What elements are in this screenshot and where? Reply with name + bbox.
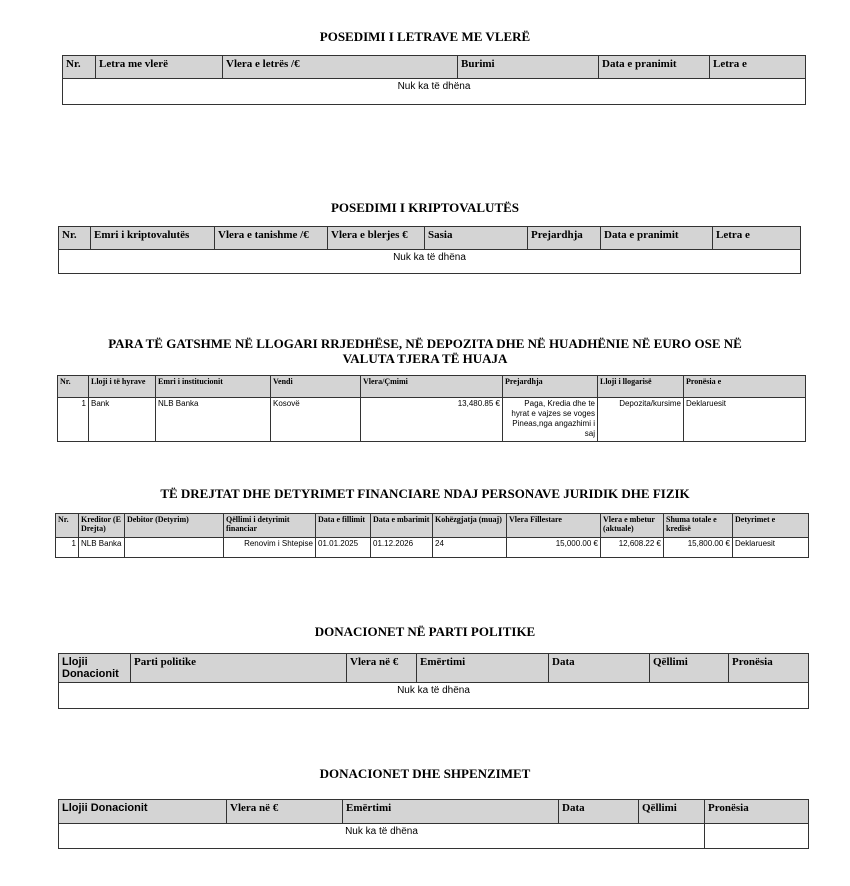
col-header: Nr. [55, 513, 79, 538]
party-donations-table: Llojii Donacionit Parti politike Vlera në … [58, 653, 809, 709]
cell: Depozita/kursime [597, 397, 684, 442]
cell [704, 823, 809, 849]
cash-table: Nr. Lloji i të hyrave Emri i institucionit… [57, 375, 806, 442]
col-header: Qëllimi [638, 799, 705, 824]
col-header: Emri i institucionit [155, 375, 271, 398]
donations-expenses-table: Llojii Donacionit Vlera në € Emërtimi Data Q… [58, 799, 809, 849]
cell [124, 537, 224, 558]
col-header: Data e fillimit [315, 513, 371, 538]
col-header: Letra e [709, 55, 806, 79]
table-row: 1 Bank NLB Banka Kosovë 13,480.85 € Paga, Kre… [57, 397, 806, 442]
col-header: Letra me vlerë [95, 55, 223, 79]
empty-message: Nuk ka të dhëna [58, 823, 705, 849]
col-header: Pronësia e [683, 375, 806, 398]
col-header: Vlera/Çmimi [360, 375, 503, 398]
cell: 12,608.22 € [600, 537, 664, 558]
col-header: Kreditor (E Drejta) [78, 513, 125, 538]
col-header: Debitor (Detyrim) [124, 513, 224, 538]
cell: Bank [88, 397, 156, 442]
cell: Kosovë [270, 397, 361, 442]
col-header: Vlera e blerjes € [327, 226, 425, 250]
col-header: Qëllimi i detyrimit financiar [223, 513, 316, 538]
col-header: Data e pranimit [600, 226, 713, 250]
cell: 01.01.2025 [315, 537, 371, 558]
title-line: PARA TË GATSHME NË LLOGARI RRJEDHËSE, NË… [108, 336, 742, 351]
cell: Deklaruesit [683, 397, 806, 442]
col-header: Pronësia [704, 799, 809, 824]
col-header: Nr. [62, 55, 96, 79]
cell: 1 [55, 537, 79, 558]
col-header: Emërtimi [416, 653, 549, 683]
cell: NLB Banka [155, 397, 271, 442]
cell: 24 [432, 537, 507, 558]
col-header: Nr. [58, 226, 91, 250]
col-header: Pronësia [728, 653, 809, 683]
cell: 1 [57, 397, 89, 442]
col-header: Letra e [712, 226, 801, 250]
col-header: Data [548, 653, 650, 683]
section-title-cash: PARA TË GATSHME NË LLOGARI RRJEDHËSE, NË… [0, 336, 850, 366]
col-header: Burimi [457, 55, 599, 79]
col-header: Llojii Donacionit [58, 653, 131, 683]
section-title-donations-expenses: DONACIONET DHE SHPENZIMET [319, 766, 531, 781]
cell: 01.12.2026 [370, 537, 433, 558]
cell: Renovim i Shtepise [223, 537, 316, 558]
col-header: Qëllimi [649, 653, 729, 683]
col-header: Prejardhja [527, 226, 601, 250]
col-header: Emërtimi [342, 799, 559, 824]
section-title-securities: POSEDIMI I LETRAVE ME VLERË [319, 29, 531, 44]
empty-message: Nuk ka të dhëna [62, 78, 806, 105]
col-header: Parti politike [130, 653, 347, 683]
col-header: Shuma totale e kredisë [663, 513, 733, 538]
table-row: 1 NLB Banka Renovim i Shtepise 01.01.2025 01… [55, 537, 809, 558]
cell: NLB Banka [78, 537, 125, 558]
cell: 15,000.00 € [506, 537, 601, 558]
col-header: Emri i kriptovalutës [90, 226, 215, 250]
col-header: Vlera e letrës /€ [222, 55, 458, 79]
cell: 15,800.00 € [663, 537, 733, 558]
title-line: VALUTA TJERA TË HUAJA [342, 351, 508, 366]
securities-table: Nr. Letra me vlerë Vlera e letrës /€ Burimi… [62, 55, 806, 105]
empty-message: Nuk ka të dhëna [58, 682, 809, 709]
col-header: Vendi [270, 375, 361, 398]
col-header: Data e mbarimit [370, 513, 433, 538]
col-header: Detyrimet e [732, 513, 809, 538]
col-header: Lloji i llogarisë [597, 375, 684, 398]
col-header: Data e pranimit [598, 55, 710, 79]
cell: 13,480.85 € [360, 397, 503, 442]
col-header: Vlera Fillestare [506, 513, 601, 538]
cell: Deklaruesit [732, 537, 809, 558]
col-header: Vlera e mbetur (aktuale) [600, 513, 664, 538]
empty-message: Nuk ka të dhëna [58, 249, 801, 274]
col-header: Nr. [57, 375, 89, 398]
col-header: Data [558, 799, 639, 824]
col-header: Vlera e tanishme /€ [214, 226, 328, 250]
crypto-table: Nr. Emri i kriptovalutës Vlera e tanishme … [58, 226, 801, 274]
col-header: Llojii Donacionit [58, 799, 227, 824]
col-header: Vlera në € [226, 799, 343, 824]
col-header: Kohëzgjatja (muaj) [432, 513, 507, 538]
col-header: Sasia [424, 226, 528, 250]
cell: Paga, Kredia dhe te hyrat e vajzes se vo… [502, 397, 598, 442]
rights-table: Nr. Kreditor (E Drejta) Debitor (Detyrim) Q… [55, 513, 809, 558]
col-header: Vlera në € [346, 653, 417, 683]
section-title-crypto: POSEDIMI I KRIPTOVALUTËS [330, 200, 520, 215]
col-header: Lloji i të hyrave [88, 375, 156, 398]
section-title-rights: TË DREJTAT DHE DETYRIMET FINANCIARE NDAJ… [160, 486, 690, 501]
section-title-party-donations: DONACIONET NË PARTI POLITIKE [314, 624, 536, 639]
col-header: Prejardhja [502, 375, 598, 398]
